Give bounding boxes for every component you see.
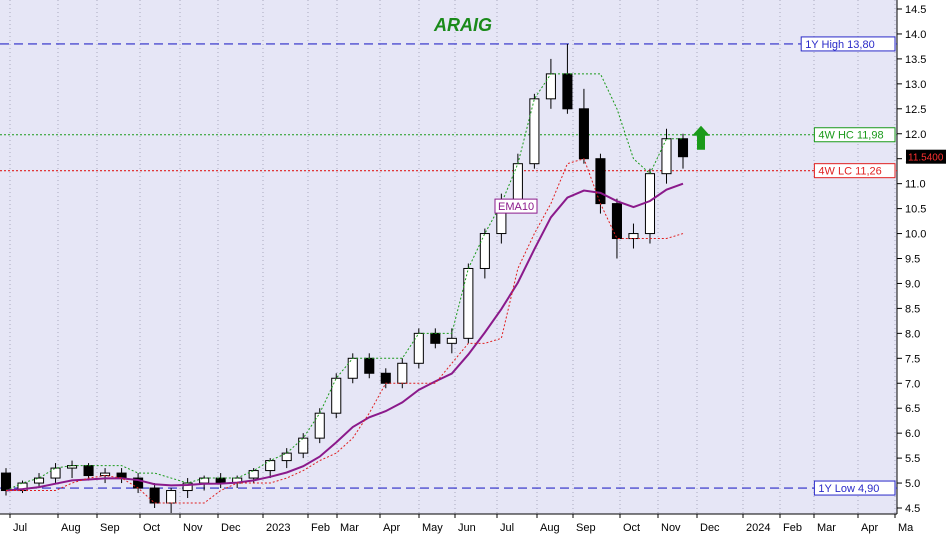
candle-body: [595, 158, 606, 205]
x-tick-label: Apr: [861, 522, 878, 534]
candle-body: [149, 487, 160, 504]
x-tick-label: Nov: [661, 522, 681, 534]
level-label-box: [800, 36, 896, 52]
x-tick-label: Oct: [623, 522, 640, 534]
x-tick-label: Jul: [13, 522, 27, 534]
candle-body: [331, 377, 342, 414]
y-tick-label: 14.0: [905, 29, 926, 41]
candle-body: [529, 98, 540, 165]
x-tick-label: Aug: [61, 522, 81, 534]
x-tick-label: Mar: [340, 522, 359, 534]
up-arrow-icon: [692, 125, 710, 150]
x-tick-label: Sep: [100, 522, 120, 534]
y-tick-label: 6.0: [905, 428, 920, 440]
ema-line: [5, 182, 684, 492]
x-tick-label: Sep: [576, 522, 596, 534]
candle-body: [578, 108, 589, 160]
x-tick-label: Feb: [311, 522, 330, 534]
last-price-label: 11.5400: [908, 153, 944, 164]
y-tick-label: 9.0: [905, 278, 920, 290]
y-tick-label: 6.5: [905, 403, 920, 415]
candle-body: [314, 412, 325, 439]
y-tick-label: 10.0: [905, 229, 926, 241]
level-label: 4W LC 11,26: [818, 166, 881, 178]
candle-body: [0, 472, 12, 492]
candle-body: [628, 233, 639, 240]
candle-body: [166, 490, 177, 504]
x-tick-label: Feb: [783, 522, 802, 534]
last-price-box: [906, 149, 946, 164]
y-tick-label: 13.5: [905, 54, 926, 66]
y-tick-label: 5.0: [905, 478, 920, 490]
candle-body: [83, 465, 94, 477]
y-tick-label: 8.5: [905, 303, 920, 315]
chart-title: ARAIG: [433, 15, 492, 35]
candle-body: [281, 452, 292, 462]
hc-envelope: [5, 73, 683, 491]
x-tick-label: Jun: [458, 522, 476, 534]
x-tick-label: Dec: [700, 522, 720, 534]
level-label: 4W HC 11,98: [818, 130, 883, 142]
candle-body: [512, 163, 523, 205]
x-tick-label: Aug: [540, 522, 560, 534]
candle-body: [611, 203, 622, 240]
candle-body: [182, 482, 193, 492]
ema-label-box: [494, 198, 538, 214]
candle-body: [430, 332, 441, 344]
x-tick-label: Nov: [183, 522, 203, 534]
candle-body: [347, 357, 358, 379]
y-tick-label: 7.0: [905, 378, 920, 390]
x-tick-label: Dec: [221, 522, 241, 534]
candle-body: [446, 337, 457, 344]
y-tick-label: 5.5: [905, 453, 920, 465]
x-tick-label: 2023: [266, 522, 290, 534]
y-tick-label: 9.5: [905, 254, 920, 266]
candle-body: [562, 73, 573, 110]
y-tick-label: 4.5: [905, 503, 920, 515]
y-tick-label: 11.0: [905, 179, 926, 191]
candle-body: [644, 173, 656, 235]
candle-body: [545, 73, 556, 100]
level-label: 1Y High 13,80: [805, 39, 875, 51]
level-label-box: [813, 480, 896, 496]
y-tick-label: 10.5: [905, 204, 926, 216]
candle-body: [298, 437, 309, 454]
candle-body: [33, 477, 45, 484]
level-label: 1Y Low 4,90: [818, 483, 879, 495]
candle-body: [661, 138, 672, 175]
candle-body: [364, 357, 375, 374]
candle-body: [380, 372, 391, 384]
y-tick-label: 12.0: [905, 129, 926, 141]
x-tick-label: Jul: [500, 522, 514, 534]
x-tick-label: Oct: [143, 522, 160, 534]
candle-body: [397, 362, 408, 384]
x-tick-label: Apr: [383, 522, 400, 534]
y-tick-label: 14.5: [905, 4, 926, 16]
candle-body: [50, 467, 61, 479]
x-tick-label: Mar: [817, 522, 836, 534]
lc-envelope: [6, 158, 684, 504]
y-tick-label: 12.5: [905, 104, 926, 116]
candle-body: [677, 138, 689, 158]
x-tick-label: 2024: [746, 522, 770, 534]
ema-label: EMA10: [498, 201, 534, 213]
level-label-box: [813, 127, 896, 143]
y-tick-label: 8.0: [905, 328, 920, 340]
x-tick-label: Ma: [898, 522, 914, 534]
y-tick-label: 7.5: [905, 353, 920, 365]
level-label-box: [813, 163, 896, 179]
candle-body: [248, 470, 259, 479]
candle-body: [67, 465, 78, 469]
candle-body: [413, 332, 424, 364]
y-tick-label: 13.0: [905, 79, 926, 91]
candle-body: [479, 233, 490, 269]
candle-body: [265, 460, 276, 472]
plot-area: [0, 0, 897, 514]
x-tick-label: May: [422, 522, 443, 534]
candle-body: [215, 477, 226, 484]
